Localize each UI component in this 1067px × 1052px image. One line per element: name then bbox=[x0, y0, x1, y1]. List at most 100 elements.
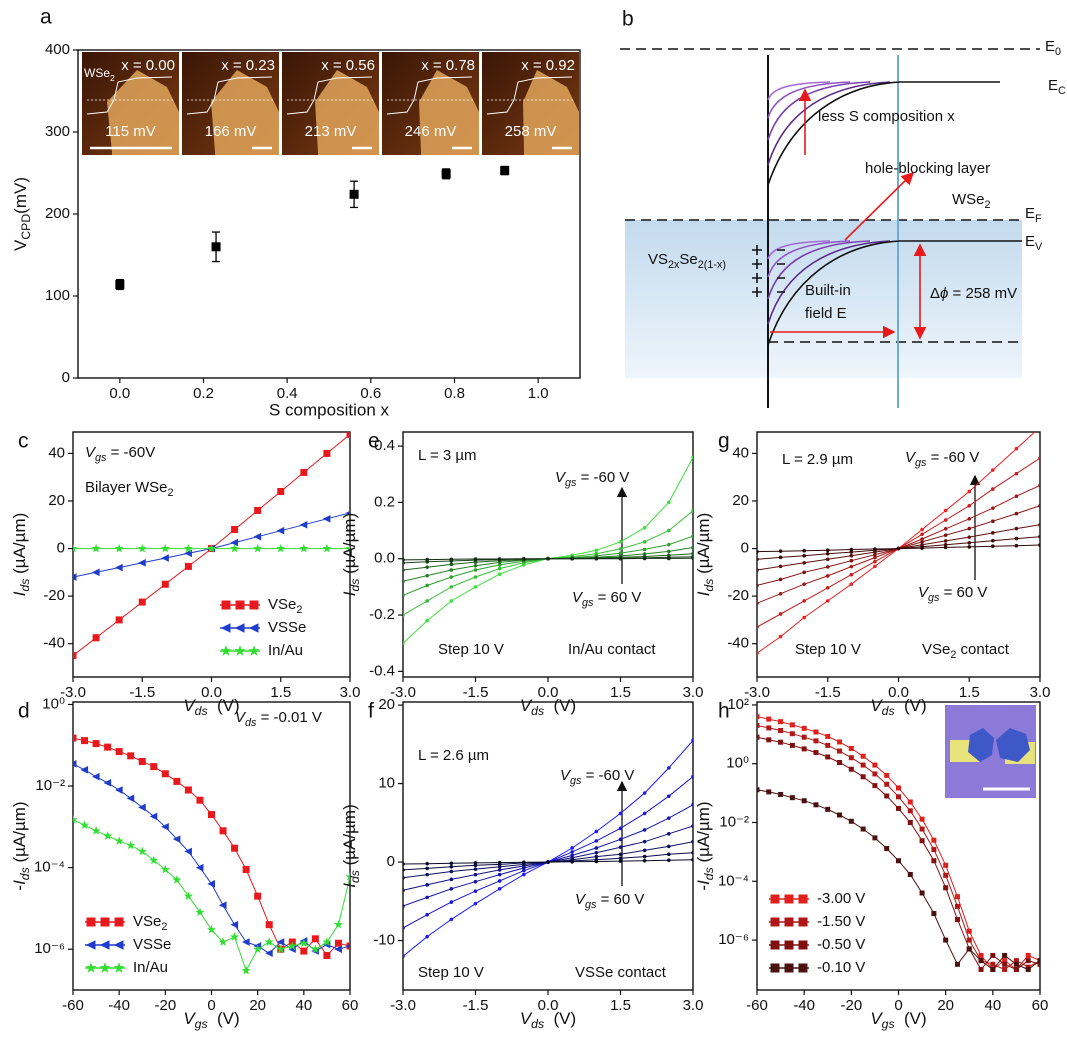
marker bbox=[115, 563, 123, 572]
y-tick-label: 0.2 bbox=[374, 493, 395, 510]
marker bbox=[642, 547, 647, 552]
y-tick-label: 0 bbox=[741, 540, 749, 557]
marker bbox=[403, 641, 405, 646]
marker bbox=[978, 966, 984, 972]
chart-panel: -3.0 -1.5 0.0 1.5 3.0 -40 -20 0 20 40 c Vds (V) Ids … bbox=[10, 430, 360, 719]
marker bbox=[778, 634, 783, 639]
annotation: L = 2.9 µm bbox=[782, 451, 853, 468]
marker bbox=[896, 785, 901, 791]
marker bbox=[825, 574, 830, 578]
x-tick-label: 60 bbox=[1032, 997, 1049, 1014]
marker bbox=[919, 838, 925, 844]
marker bbox=[310, 944, 320, 954]
marker bbox=[425, 557, 429, 562]
marker bbox=[497, 557, 502, 561]
marker bbox=[954, 961, 960, 967]
y-tick-label: 40 bbox=[732, 444, 749, 461]
text-segment: = 60 V bbox=[939, 584, 987, 601]
y-axis-label: Ids (µA/µm) bbox=[10, 513, 32, 597]
marker bbox=[115, 616, 123, 624]
marker bbox=[907, 820, 913, 826]
marker bbox=[594, 850, 599, 855]
legend-marker bbox=[248, 645, 260, 656]
series-line bbox=[403, 535, 693, 596]
series-line bbox=[403, 740, 693, 957]
marker bbox=[161, 580, 169, 588]
marker bbox=[242, 865, 250, 873]
text-segment: ds bbox=[531, 1017, 544, 1031]
marker bbox=[931, 911, 937, 917]
x-tick-label: 0.6 bbox=[360, 385, 381, 402]
marker bbox=[872, 783, 878, 789]
y-tick-label: -0.2 bbox=[369, 606, 395, 623]
marker bbox=[618, 826, 623, 831]
marker bbox=[825, 733, 831, 739]
marker bbox=[778, 739, 784, 745]
text-segment: 2 bbox=[985, 199, 991, 211]
marker bbox=[691, 551, 693, 556]
point bbox=[115, 280, 125, 290]
marker bbox=[849, 547, 854, 552]
marker bbox=[277, 487, 285, 495]
marker bbox=[757, 549, 759, 554]
marker bbox=[473, 557, 478, 561]
marker bbox=[1002, 952, 1008, 958]
marker bbox=[967, 541, 972, 545]
marker bbox=[642, 839, 647, 844]
marker bbox=[218, 901, 227, 910]
marker bbox=[802, 553, 806, 558]
annotation: L = 2.6 µm bbox=[418, 747, 489, 764]
marker bbox=[126, 840, 136, 850]
marker bbox=[990, 961, 996, 967]
marker bbox=[138, 598, 146, 606]
marker bbox=[287, 941, 297, 950]
y-tick-label: 300 bbox=[45, 123, 70, 140]
marker bbox=[778, 555, 783, 560]
marker bbox=[137, 846, 147, 856]
marker bbox=[92, 740, 100, 748]
marker bbox=[218, 937, 228, 946]
marker bbox=[667, 832, 671, 836]
marker bbox=[449, 861, 454, 866]
marker bbox=[73, 543, 78, 553]
marker bbox=[667, 844, 671, 849]
legend-marker bbox=[784, 894, 794, 904]
marker bbox=[873, 547, 877, 551]
diagram-label: EF bbox=[1025, 205, 1042, 225]
marker bbox=[873, 559, 877, 564]
marker bbox=[522, 860, 526, 865]
text-segment: Δ bbox=[930, 285, 940, 302]
marker bbox=[497, 860, 502, 865]
series-line bbox=[403, 776, 693, 929]
marker bbox=[594, 854, 599, 859]
marker bbox=[425, 934, 429, 939]
marker bbox=[103, 779, 112, 787]
y-axis-label: VCPD(mV) bbox=[11, 177, 33, 251]
marker bbox=[449, 877, 454, 882]
annotation: Vgs = -60 V bbox=[555, 469, 629, 489]
marker bbox=[91, 568, 100, 577]
marker bbox=[183, 543, 194, 553]
marker bbox=[231, 844, 239, 852]
marker bbox=[322, 515, 331, 523]
marker bbox=[160, 543, 170, 553]
marker bbox=[691, 803, 693, 807]
text-segment: ds bbox=[245, 717, 257, 729]
marker bbox=[449, 869, 454, 874]
marker bbox=[73, 652, 77, 660]
marker bbox=[667, 528, 671, 533]
text-segment: VSe bbox=[922, 641, 950, 658]
series-line bbox=[403, 841, 693, 879]
marker bbox=[1038, 456, 1040, 460]
marker bbox=[425, 883, 429, 887]
marker bbox=[954, 917, 960, 923]
marker bbox=[333, 919, 344, 929]
marker bbox=[403, 875, 405, 880]
marker bbox=[967, 503, 972, 508]
text-segment: contact bbox=[956, 641, 1009, 658]
marker bbox=[896, 794, 901, 800]
marker bbox=[778, 791, 784, 797]
x-tick-label: -3.0 bbox=[60, 684, 86, 701]
marker bbox=[184, 847, 192, 856]
marker bbox=[473, 879, 478, 884]
